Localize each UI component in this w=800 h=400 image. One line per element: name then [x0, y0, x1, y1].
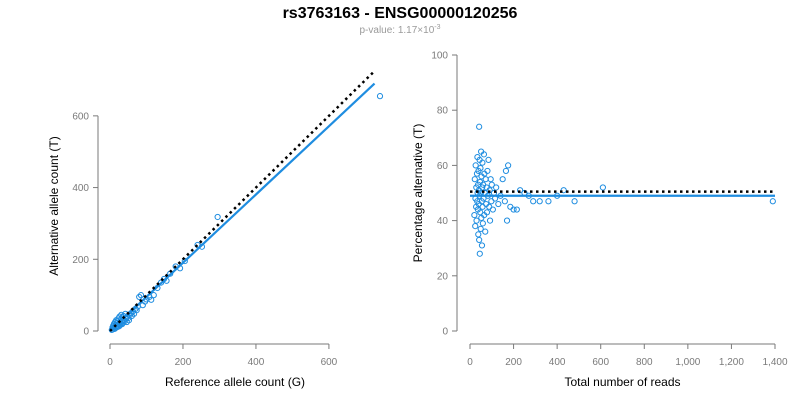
y-axis-title: Percentage alternative (T) — [411, 124, 425, 263]
y-tick-label: 20 — [437, 271, 449, 282]
data-point — [501, 198, 508, 205]
y-tick-label: 200 — [72, 255, 89, 266]
x-tick-label: 600 — [321, 357, 338, 368]
p-value-exponent: -3 — [434, 24, 441, 31]
x-axis-title: Reference allele count (G) — [165, 375, 305, 389]
x-tick-label: 1,200 — [719, 357, 744, 368]
data-point — [150, 292, 157, 299]
x-tick-label: 0 — [467, 357, 473, 368]
data-point — [476, 250, 483, 257]
chart-subtitle: p-value: 1.17×10-3 — [0, 24, 800, 36]
data-point — [507, 203, 514, 210]
data-point — [545, 198, 552, 205]
data-point — [475, 231, 482, 238]
fit-line — [109, 82, 376, 332]
p-value-text: p-value: 1.17×10 — [359, 25, 435, 36]
data-point — [137, 292, 145, 299]
data-point — [536, 198, 543, 205]
data-point — [479, 220, 486, 227]
data-point — [482, 228, 489, 235]
data-point — [484, 167, 491, 175]
data-point — [510, 206, 517, 213]
y-tick-label: 100 — [431, 51, 448, 62]
chart-title: rs3763163 - ENSG00000120256 — [282, 5, 518, 22]
data-point — [472, 223, 479, 230]
data-point — [571, 198, 578, 205]
data-point — [599, 184, 606, 191]
data-point — [503, 217, 511, 224]
data-point — [505, 162, 512, 169]
data-point — [478, 242, 486, 249]
y-tick-label: 0 — [83, 327, 89, 338]
percentage-alternative-scatter-plot: 0 200 400 600 800 1,000 1,200 1,400 0 20 40 60 80 100… — [411, 51, 788, 390]
data-point — [479, 184, 486, 191]
y-tick-label: 80 — [437, 106, 449, 117]
y-axis-title: Alternative allele count (T) — [47, 136, 61, 275]
data-point — [477, 225, 484, 232]
data-point — [482, 176, 489, 183]
y-tick-label: 60 — [437, 161, 449, 172]
x-tick-label: 0 — [107, 357, 113, 368]
data-point — [483, 209, 491, 216]
data-point — [530, 198, 537, 205]
y-tick-label: 0 — [442, 327, 448, 338]
data-point — [476, 123, 483, 130]
x-axis-title: Total number of reads — [564, 375, 680, 389]
data-point — [486, 217, 494, 224]
data-point — [493, 184, 500, 191]
data-point — [473, 217, 480, 224]
x-tick-label: 600 — [592, 357, 609, 368]
data-point — [477, 165, 484, 172]
x-tick-label: 800 — [636, 357, 653, 368]
y-tick-label: 400 — [72, 183, 89, 194]
allele-count-scatter-plot: 0 200 400 600 0 200 400 600 Reference allele cou… — [47, 70, 384, 389]
x-tick-label: 1,000 — [675, 357, 700, 368]
data-point — [488, 181, 495, 188]
data-point — [116, 313, 123, 320]
data-point — [769, 198, 776, 205]
data-point — [513, 206, 520, 213]
y-tick-label: 600 — [72, 111, 89, 122]
data-point — [471, 211, 478, 219]
data-point — [214, 213, 221, 221]
data-point — [136, 293, 143, 301]
x-tick-label: 200 — [505, 357, 522, 368]
data-point — [471, 176, 478, 183]
y-tick-label: 40 — [437, 216, 449, 227]
data-point — [499, 176, 506, 183]
x-tick-label: 200 — [175, 357, 192, 368]
x-tick-label: 400 — [248, 357, 265, 368]
data-point — [476, 236, 483, 244]
data-point — [489, 206, 496, 213]
data-point — [487, 176, 494, 183]
data-point — [502, 167, 510, 175]
data-point — [133, 307, 140, 314]
x-tick-label: 400 — [549, 357, 566, 368]
data-point — [485, 156, 492, 163]
data-point — [479, 159, 486, 166]
data-point — [495, 200, 502, 208]
x-tick-label: 1,400 — [762, 357, 787, 368]
data-point — [376, 93, 384, 100]
reference-line — [109, 70, 376, 332]
data-point — [148, 296, 155, 303]
data-point — [480, 151, 488, 158]
data-point — [560, 187, 567, 194]
data-point — [479, 203, 486, 210]
data-point — [472, 162, 479, 169]
